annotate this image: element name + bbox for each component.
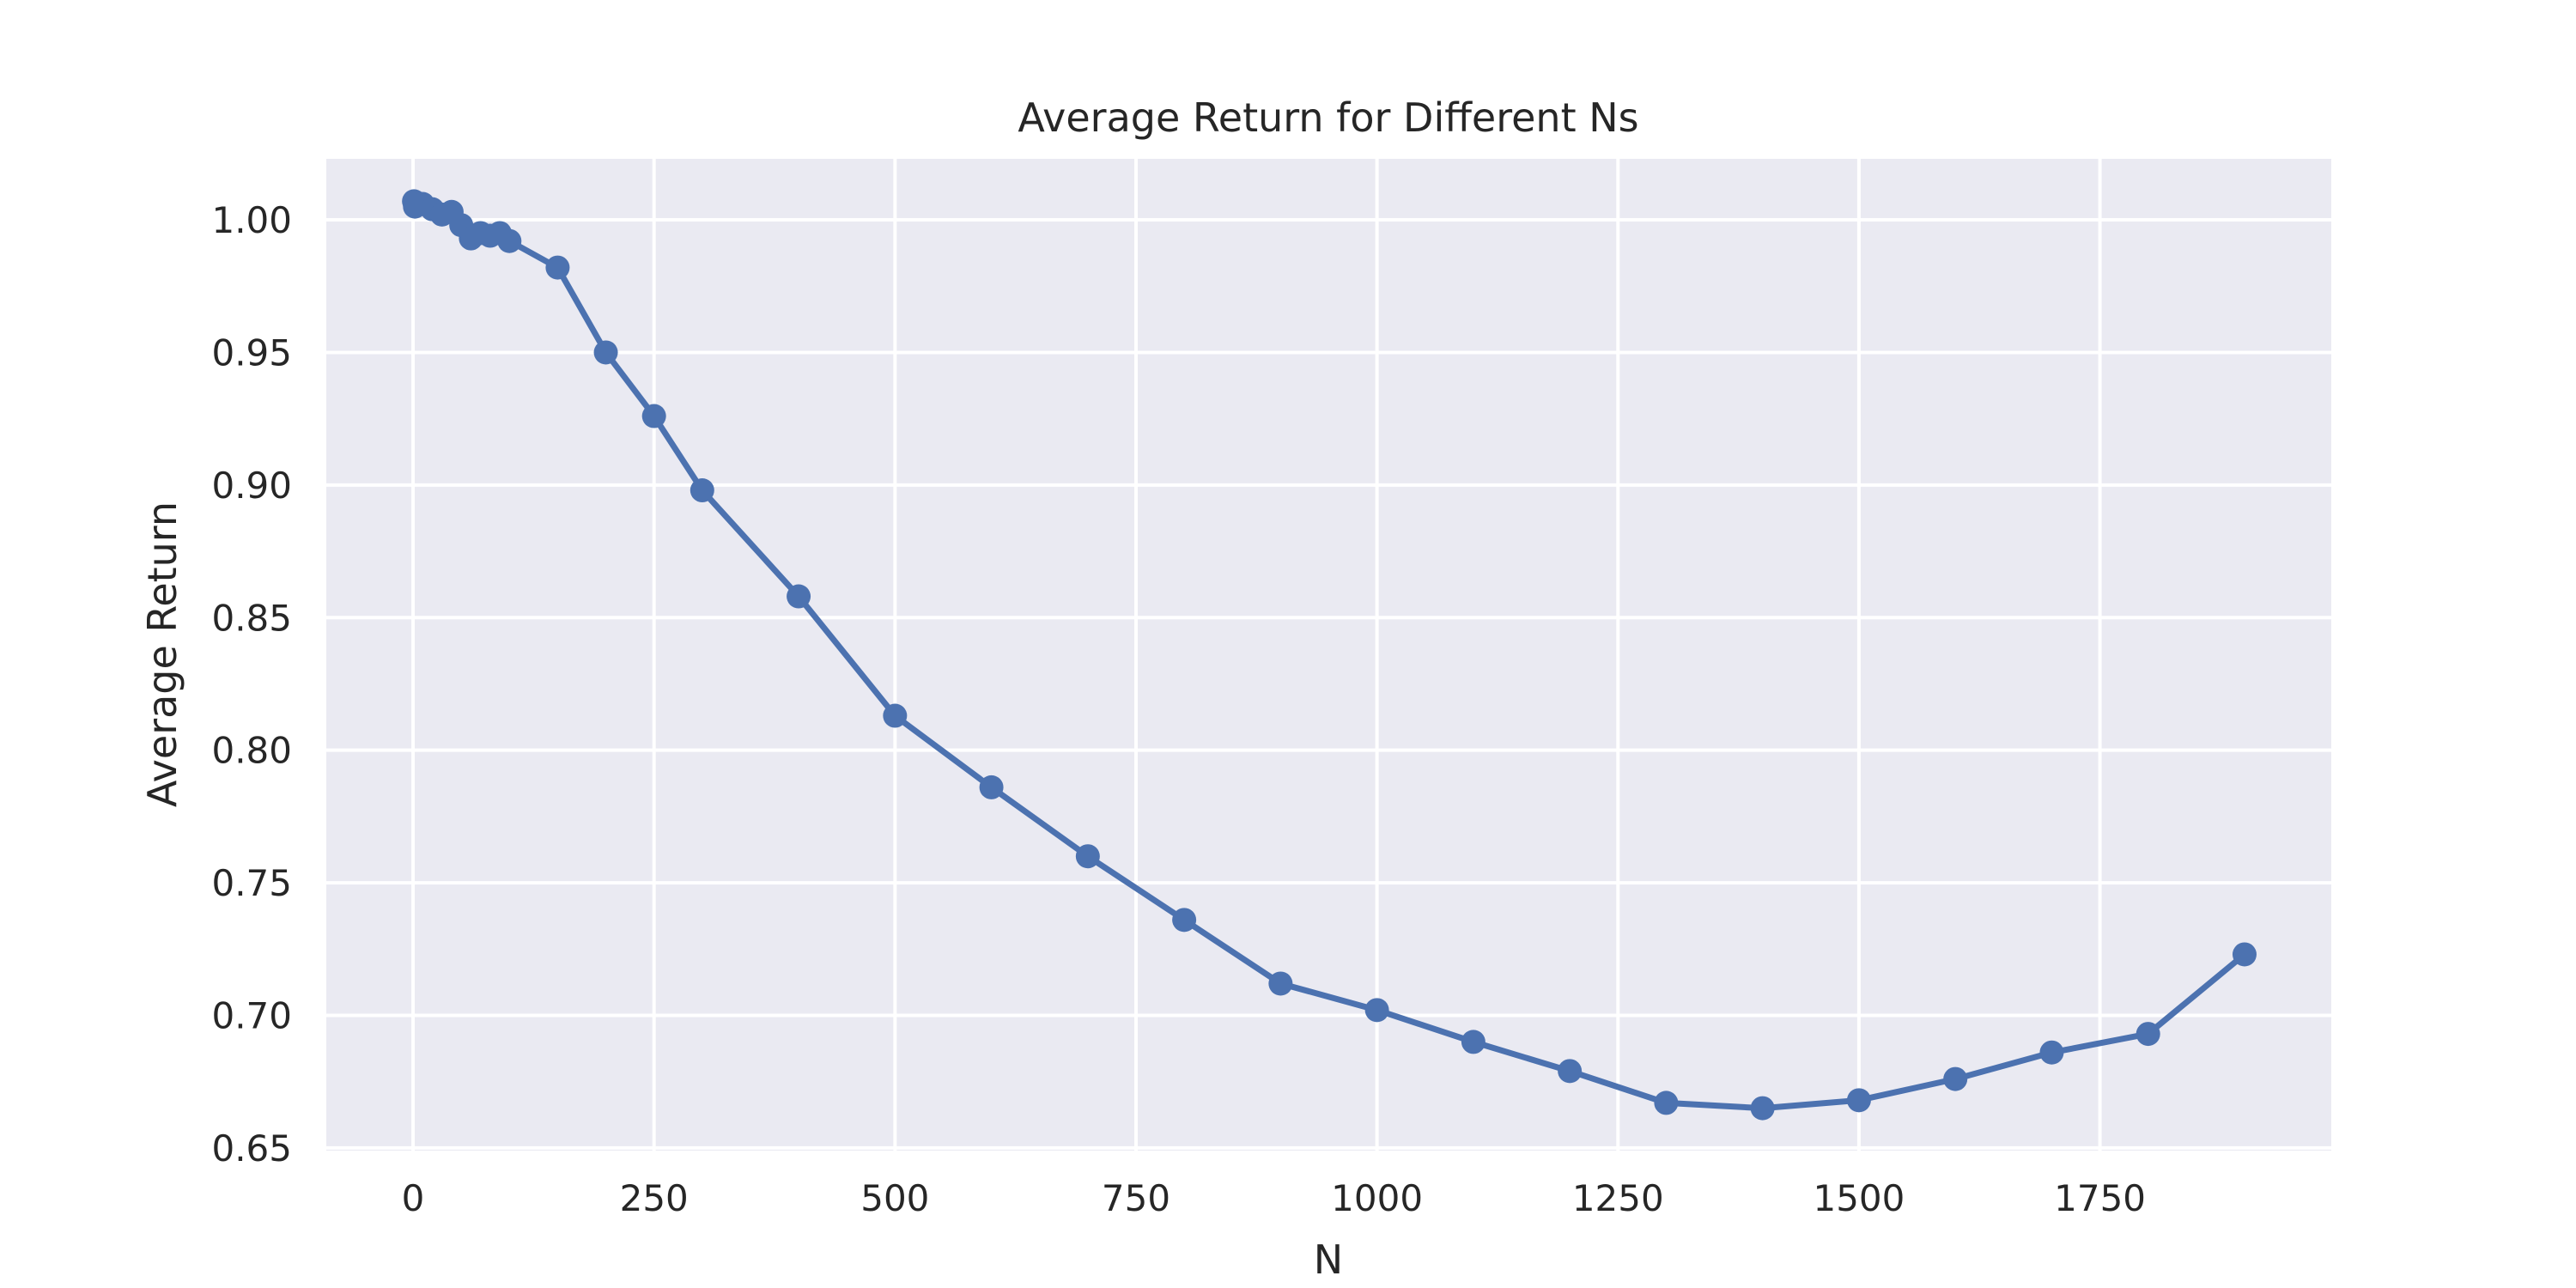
data-point <box>979 775 1004 799</box>
data-point <box>1075 844 1100 869</box>
data-point <box>1558 1059 1583 1084</box>
grid-lines <box>326 159 2331 1151</box>
data-point <box>690 478 714 503</box>
y-axis-label: Average Return <box>139 501 185 807</box>
data-point <box>1654 1091 1679 1115</box>
tick-labels: 0 250 500 750 1000 1250 1500 1750 0.65 0.70 0.75 0.… <box>211 199 2146 1219</box>
y-tick-label: 1.00 <box>211 199 292 241</box>
data-point <box>2039 1040 2064 1065</box>
data-point <box>545 255 570 280</box>
y-tick-label: 0.80 <box>211 730 292 772</box>
x-tick-label: 1500 <box>1813 1177 1905 1219</box>
data-point <box>497 228 522 253</box>
x-tick-label: 1000 <box>1331 1177 1423 1219</box>
chart-title: Average Return for Different Ns <box>1018 94 1638 141</box>
data-point <box>1943 1066 1968 1091</box>
plot-area <box>326 159 2331 1151</box>
data-point <box>2136 1022 2160 1047</box>
y-tick-label: 0.75 <box>211 862 292 904</box>
y-tick-label: 0.95 <box>211 331 292 374</box>
data-point <box>593 340 618 365</box>
y-tick-label: 0.65 <box>211 1127 292 1170</box>
x-tick-label: 1750 <box>2054 1177 2146 1219</box>
data-point <box>1172 908 1197 933</box>
data-point <box>1268 971 1293 996</box>
y-tick-label: 0.90 <box>211 465 292 507</box>
x-axis-label: N <box>1314 1236 1343 1283</box>
x-tick-label: 500 <box>860 1177 929 1219</box>
data-point <box>787 584 811 609</box>
data-point <box>1461 1030 1485 1054</box>
x-tick-label: 750 <box>1102 1177 1170 1219</box>
data-point <box>1750 1096 1775 1121</box>
y-tick-label: 0.70 <box>211 995 292 1037</box>
series-layer <box>402 189 2257 1121</box>
data-point <box>641 404 666 428</box>
data-point <box>883 703 908 728</box>
x-tick-label: 1250 <box>1572 1177 1664 1219</box>
x-tick-label: 250 <box>620 1177 689 1219</box>
data-point <box>1846 1088 1871 1113</box>
x-tick-label: 0 <box>402 1177 425 1219</box>
data-point <box>1364 998 1389 1023</box>
y-tick-label: 0.85 <box>211 597 292 639</box>
data-point <box>2232 942 2257 967</box>
